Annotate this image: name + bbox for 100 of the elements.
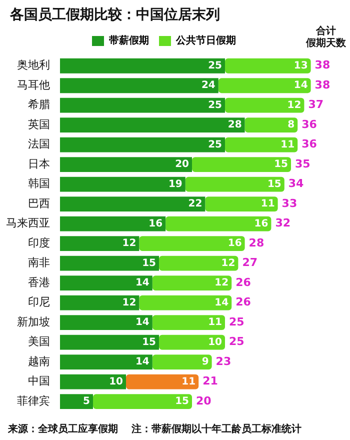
data-label: 14 [214, 297, 229, 308]
total-label: 38 [314, 78, 330, 92]
data-label: 15 [274, 159, 288, 170]
total-label: 27 [242, 256, 258, 270]
total-label: 36 [302, 138, 318, 151]
data-label: 11 [280, 139, 295, 150]
data-label: 10 [109, 376, 124, 388]
total-label: 38 [314, 58, 330, 72]
data-label: 8 [288, 120, 295, 131]
data-label: 12 [122, 238, 136, 250]
bar [60, 354, 152, 370]
total-label: 32 [275, 216, 291, 230]
data-label: 11 [182, 376, 196, 388]
data-label: 16 [228, 238, 242, 250]
y-tick-label: 印度 [28, 236, 50, 250]
data-label: 22 [188, 198, 202, 210]
bar [139, 236, 245, 252]
total-label: 26 [236, 296, 252, 309]
data-label: 13 [294, 60, 308, 72]
bar [60, 276, 152, 291]
bar [60, 236, 140, 252]
bar [225, 98, 304, 113]
bar [60, 394, 93, 409]
bar [60, 216, 166, 232]
bar [192, 157, 291, 172]
bar [126, 374, 199, 390]
total-label: 28 [248, 236, 264, 250]
total-label: 21 [202, 374, 218, 388]
bar [93, 394, 192, 409]
data-label: 14 [135, 317, 150, 328]
y-tick-label: 法国 [28, 138, 50, 151]
bar [218, 78, 311, 94]
total-label: 23 [216, 354, 232, 368]
bar [60, 295, 140, 310]
bar [60, 98, 225, 113]
text: 假期天数 [306, 38, 346, 49]
data-label: 9 [202, 356, 209, 368]
y-tick-label: 美国 [28, 335, 50, 348]
data-label: 12 [287, 100, 302, 111]
data-label: 12 [214, 278, 229, 289]
bar [225, 137, 298, 152]
data-label: 14 [135, 356, 150, 368]
total-label: 37 [308, 98, 324, 112]
data-label: 15 [175, 396, 190, 408]
bar [60, 78, 218, 94]
data-label: 15 [267, 178, 282, 190]
bar [185, 176, 284, 192]
data-label: 15 [142, 336, 156, 348]
bar [159, 256, 238, 271]
legend-label: 公共节日假期 [175, 34, 236, 47]
y-tick-label: 香港 [28, 276, 50, 289]
y-tick-label: 巴西 [28, 196, 50, 210]
y-tick-label: 菲律宾 [17, 394, 50, 408]
y-tick-label: 日本 [28, 157, 50, 170]
bar [225, 58, 311, 74]
data-label: 12 [221, 258, 236, 269]
y-tick-label: 马耳他 [17, 78, 50, 92]
bar [139, 295, 232, 310]
data-label: 20 [175, 159, 190, 170]
total-label: 35 [295, 157, 310, 170]
data-label: 14 [135, 278, 150, 289]
data-label: 19 [168, 178, 182, 190]
y-tick-label: 马来西亚 [6, 216, 50, 230]
total-label: 25 [229, 315, 244, 328]
text: 合计 [316, 26, 336, 37]
total-label: 25 [229, 335, 244, 348]
data-label: 25 [208, 139, 222, 150]
bar [166, 216, 272, 232]
bar [60, 334, 159, 350]
bar [152, 276, 232, 291]
bar [244, 118, 298, 133]
data-label: 24 [201, 80, 216, 92]
y-tick-label: 韩国 [28, 177, 50, 190]
data-label: 12 [122, 297, 136, 308]
bar [159, 334, 225, 350]
text: 来源：全球员工应享假期 注：带薪假期以十年工龄员工标准统计 [8, 424, 302, 435]
bar [60, 157, 192, 172]
y-tick-label: 英国 [28, 118, 50, 131]
bar [60, 374, 126, 390]
data-label: 16 [254, 218, 268, 230]
data-label: 5 [83, 396, 90, 408]
data-label: 15 [142, 258, 156, 269]
y-tick-label: 南非 [28, 256, 50, 270]
chart-title: 各国员工假期比较：中国位居末列 [10, 6, 220, 24]
bar [60, 118, 245, 133]
y-tick-label: 印尼 [28, 296, 50, 309]
bar [60, 256, 159, 271]
y-tick-label: 中国 [28, 374, 50, 388]
bar [205, 196, 278, 212]
y-tick-label: 希腊 [28, 98, 50, 112]
total-label: 33 [282, 196, 298, 210]
data-label: 11 [208, 317, 222, 328]
y-tick-label: 越南 [28, 354, 50, 368]
data-label: 14 [294, 80, 308, 92]
y-tick-label: 奥地利 [17, 58, 50, 72]
total-label: 26 [236, 276, 252, 289]
data-label: 11 [260, 198, 275, 210]
data-label: 28 [228, 120, 242, 131]
data-label: 16 [148, 218, 163, 230]
bar [60, 137, 225, 152]
